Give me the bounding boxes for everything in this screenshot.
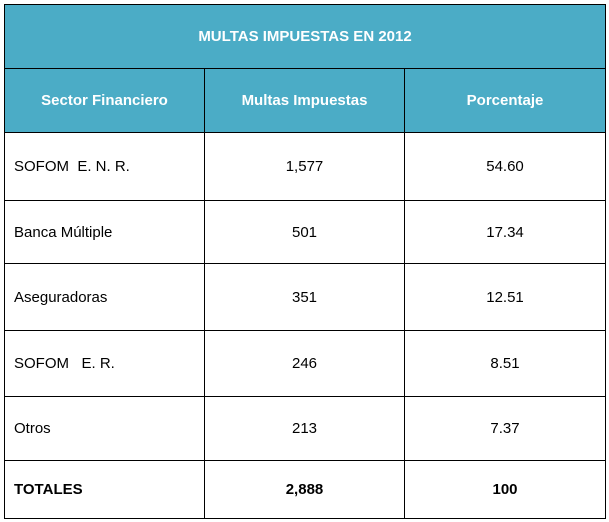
data-row: SOFOM E. N. R. 1,577 54.60: [4, 132, 607, 201]
sector-cell: SOFOM E. R.: [4, 330, 205, 397]
data-row: SOFOM E. R. 246 8.51: [4, 330, 607, 397]
percent-cell: 17.34: [403, 200, 607, 264]
fines-cell: 213: [204, 396, 405, 461]
header-cell: Porcentaje: [403, 68, 607, 133]
data-row: Banca Múltiple 501 17.34: [4, 200, 607, 264]
sector-cell: Otros: [4, 396, 205, 461]
total-fines: 2,888: [204, 460, 405, 519]
table-title: MULTAS IMPUESTAS EN 2012: [3, 4, 607, 69]
total-percent: 100: [403, 460, 607, 519]
sector-cell: Aseguradoras: [4, 263, 205, 331]
percent-cell: 12.51: [403, 263, 607, 331]
total-label: TOTALES: [4, 460, 205, 519]
percent-cell: 54.60: [403, 132, 607, 201]
fines-table: MULTAS IMPUESTAS EN 2012 Sector Financie…: [3, 4, 607, 519]
data-row: Aseguradoras 351 12.51: [4, 263, 607, 331]
header-cell: Sector Financiero: [4, 68, 205, 133]
percent-cell: 7.37: [403, 396, 607, 461]
sector-cell: SOFOM E. N. R.: [4, 132, 205, 201]
data-row: Otros 213 7.37: [4, 396, 607, 461]
percent-cell: 8.51: [403, 330, 607, 397]
fines-cell: 351: [204, 263, 405, 331]
fines-cell: 501: [204, 200, 405, 264]
total-row: TOTALES 2,888 100: [4, 460, 607, 519]
fines-cell: 1,577: [204, 132, 405, 201]
header-row: Sector Financiero Multas Impuestas Porce…: [4, 68, 607, 133]
fines-cell: 246: [204, 330, 405, 397]
header-cell: Multas Impuestas: [204, 68, 405, 133]
title-row: MULTAS IMPUESTAS EN 2012: [3, 4, 607, 69]
sector-cell: Banca Múltiple: [4, 200, 205, 264]
